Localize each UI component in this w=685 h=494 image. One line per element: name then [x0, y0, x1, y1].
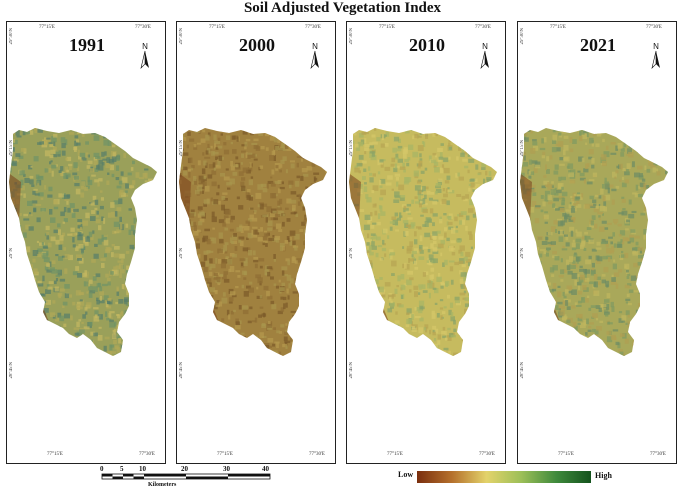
scale-label-20: 20 [181, 465, 188, 473]
coordinate-tick: 77°30'E [305, 25, 321, 30]
coordinate-tick: 29°15'N [349, 140, 354, 157]
coordinate-tick: 29°N [520, 248, 525, 259]
coordinate-tick: 77°15'E [47, 452, 63, 457]
map-panel-2000: 2000 N 77°15'E 77°30'E 77°15'E 77°30'E 29°30'N… [176, 21, 336, 464]
scale-bar: 0 5 10 20 30 40 Kilometers [96, 465, 276, 489]
north-arrow-icon: N [308, 41, 322, 71]
legend: Low High [398, 468, 618, 486]
coordinate-tick: 29°15'N [520, 140, 525, 157]
coordinate-tick: 29°30'N [349, 28, 354, 45]
coordinate-tick: 29°N [179, 248, 184, 259]
year-label: 2010 [409, 35, 445, 55]
north-arrow-icon: N [478, 41, 492, 71]
coordinate-tick: 77°15'E [558, 452, 574, 457]
coordinate-tick: 77°15'E [387, 452, 403, 457]
coordinate-tick: 77°15'E [217, 452, 233, 457]
svg-text:N: N [482, 42, 488, 51]
year-label: 2021 [580, 35, 616, 55]
svg-text:N: N [653, 42, 659, 51]
map-panel-2021: 2021 N 77°15'E 77°30'E 77°15'E 77°30'E 29°30'N… [517, 21, 677, 464]
legend-color-ramp [417, 471, 591, 483]
coordinate-tick: 29°N [9, 248, 14, 259]
coordinate-tick: 77°30'E [139, 452, 155, 457]
district-map [349, 128, 497, 356]
coordinate-tick: 77°30'E [479, 452, 495, 457]
coordinate-tick: 77°30'E [650, 452, 666, 457]
map-panel-2010: 2010 N 77°15'E 77°30'E 77°15'E 77°30'E 29°30'N… [346, 21, 506, 464]
coordinate-tick: 28°45'N [349, 362, 354, 379]
coordinate-tick: 28°45'N [520, 362, 525, 379]
coordinate-tick: 29°15'N [179, 140, 184, 157]
district-map [179, 128, 327, 356]
scale-label-10: 10 [139, 465, 146, 473]
coordinate-tick: 77°30'E [646, 25, 662, 30]
svg-text:N: N [142, 42, 148, 51]
svg-text:N: N [312, 42, 318, 51]
year-label: 2000 [239, 35, 275, 55]
scale-bar-graphic [101, 473, 271, 480]
coordinate-tick: 77°30'E [309, 452, 325, 457]
coordinate-tick: 77°30'E [475, 25, 491, 30]
scale-label-40: 40 [262, 465, 269, 473]
scale-label-30: 30 [223, 465, 230, 473]
legend-low-label: Low [398, 470, 414, 479]
coordinate-tick: 28°45'N [9, 362, 14, 379]
coordinate-tick: 77°15'E [550, 25, 566, 30]
coordinate-tick: 29°15'N [9, 140, 14, 157]
coordinate-tick: 29°30'N [520, 28, 525, 45]
scale-label-0: 0 [100, 465, 104, 473]
north-arrow-icon: N [138, 41, 152, 71]
scale-unit: Kilometers [148, 482, 177, 488]
coordinate-tick: 77°15'E [379, 25, 395, 30]
year-label: 1991 [69, 35, 105, 55]
legend-high-label: High [595, 471, 612, 480]
coordinate-tick: 29°30'N [9, 28, 14, 45]
scale-label-5: 5 [120, 465, 124, 473]
coordinate-tick: 77°15'E [209, 25, 225, 30]
coordinate-tick: 29°N [349, 248, 354, 259]
coordinate-tick: 29°30'N [179, 28, 184, 45]
map-panel-1991: 1991 N 77°15'E 77°30'E 77°15'E 77°30'E 29°30'N… [6, 21, 166, 464]
district-map [520, 128, 668, 356]
coordinate-tick: 28°45'N [179, 362, 184, 379]
coordinate-tick: 77°30'E [135, 25, 151, 30]
district-map [9, 128, 157, 356]
coordinate-tick: 77°15'E [39, 25, 55, 30]
north-arrow-icon: N [649, 41, 663, 71]
map-title: Soil Adjusted Vegetation Index [243, 0, 442, 16]
